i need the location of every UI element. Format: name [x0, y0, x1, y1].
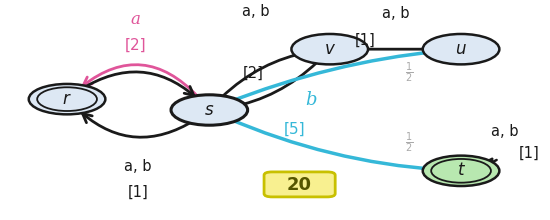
- Text: b: b: [305, 91, 316, 109]
- Text: [1]: [1]: [128, 185, 148, 200]
- Circle shape: [423, 34, 499, 64]
- Text: [5]: [5]: [283, 122, 305, 137]
- Text: $v$: $v$: [324, 41, 336, 58]
- Text: $r$: $r$: [62, 91, 72, 108]
- Circle shape: [423, 156, 499, 186]
- Text: $s$: $s$: [204, 101, 215, 119]
- Circle shape: [171, 95, 248, 125]
- Text: [1]: [1]: [519, 146, 540, 161]
- Circle shape: [292, 34, 368, 64]
- Text: $\frac{1}{2}$: $\frac{1}{2}$: [405, 130, 413, 155]
- Text: 20: 20: [287, 176, 312, 194]
- Text: $t$: $t$: [456, 162, 465, 179]
- Text: a, b: a, b: [242, 4, 270, 19]
- Text: a, b: a, b: [382, 6, 409, 21]
- Text: a, b: a, b: [124, 159, 152, 174]
- Text: $\frac{1}{2}$: $\frac{1}{2}$: [405, 61, 413, 85]
- Text: a, b: a, b: [491, 124, 519, 139]
- Text: [2]: [2]: [125, 37, 146, 52]
- Text: $u$: $u$: [455, 41, 467, 58]
- Text: a: a: [130, 11, 140, 28]
- Text: [1]: [1]: [355, 33, 376, 48]
- FancyBboxPatch shape: [264, 172, 335, 197]
- Circle shape: [29, 84, 106, 114]
- Text: [2]: [2]: [243, 66, 263, 81]
